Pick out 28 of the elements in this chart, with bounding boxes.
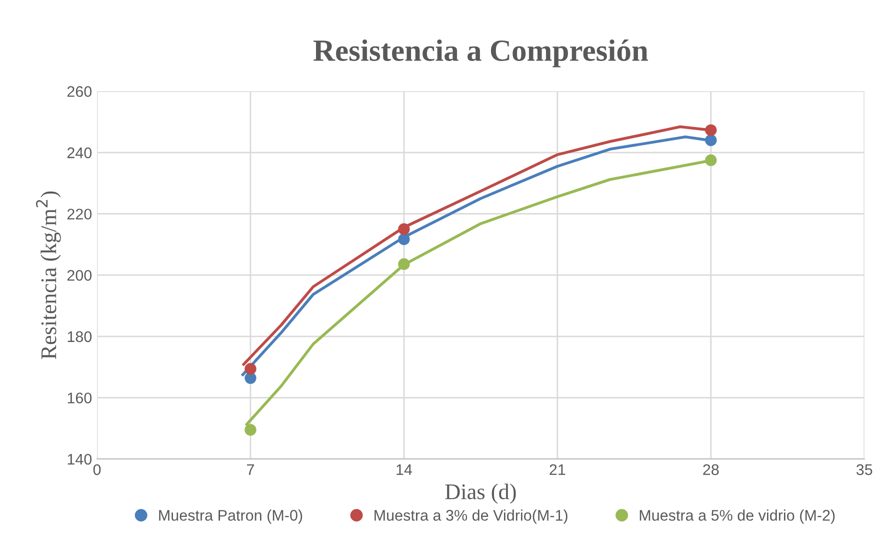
legend-label: Muestra Patron (M-0) [159, 510, 302, 524]
legend-label: Muestra a 5% de vidrio (M-2) [640, 510, 835, 524]
x-tick-label: 28 [703, 464, 719, 476]
point [398, 233, 410, 246]
y-tick-label: 220 [67, 208, 92, 220]
chart-title: Resistencia a Compresión [313, 39, 648, 68]
point [244, 424, 256, 436]
y-tick-label: 140 [68, 454, 92, 465]
x-tick-label: 0 [93, 464, 101, 476]
point [705, 124, 717, 136]
point [398, 258, 410, 270]
x-tick-label: 7 [247, 464, 254, 475]
point [705, 154, 717, 166]
y-tick-label: 260 [67, 86, 92, 97]
x-tick-label: 14 [396, 464, 412, 475]
x-tick-label: 35 [856, 464, 872, 476]
x-axis-title: Dias (d) [445, 484, 516, 504]
point [705, 134, 717, 146]
y-tick-label: 240 [67, 147, 92, 158]
y-tick-label: 200 [67, 270, 92, 281]
y-axis-title: Resitencia (kg/m$^{2}$) [36, 191, 61, 360]
point [398, 223, 410, 235]
point [244, 372, 256, 384]
point [244, 363, 256, 375]
legend-label: Muestra a 3% de Vidrio(M-1) [374, 510, 568, 524]
y-tick-label: 160 [68, 392, 92, 404]
x-tick-label: 21 [550, 464, 566, 475]
y-tick-label: 180 [68, 331, 92, 342]
